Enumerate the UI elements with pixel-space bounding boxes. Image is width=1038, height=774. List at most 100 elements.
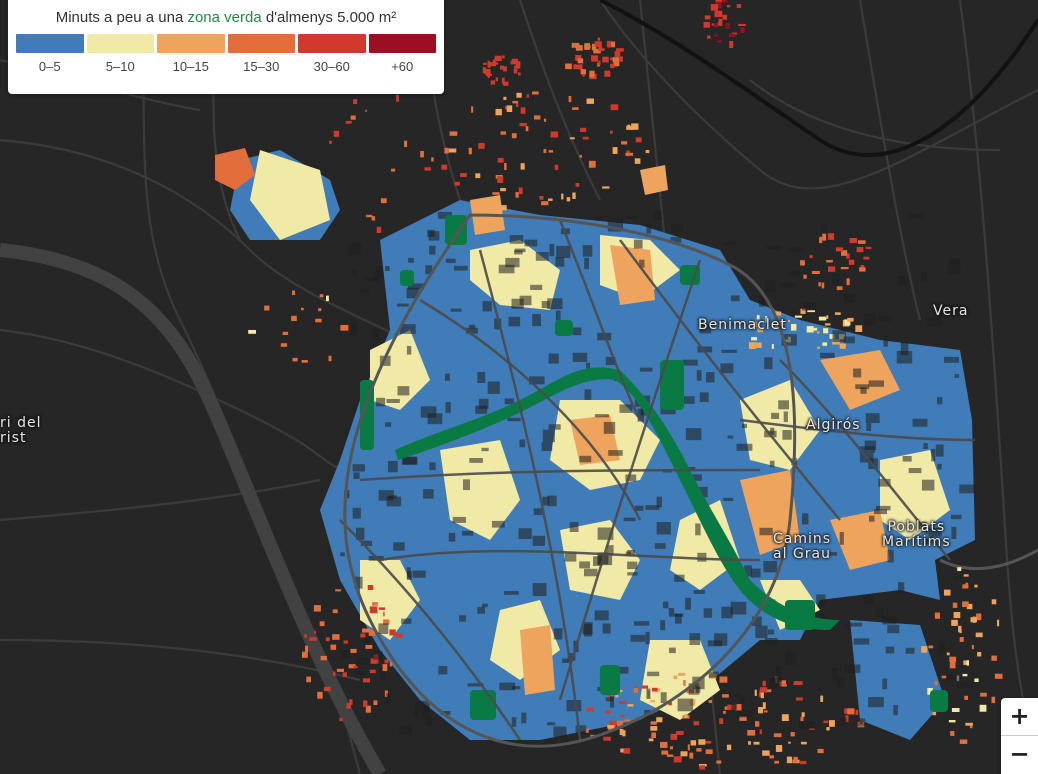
block-gap bbox=[437, 211, 452, 219]
peripheral-block bbox=[769, 755, 774, 759]
peripheral-block bbox=[959, 629, 962, 634]
peripheral-block bbox=[950, 731, 955, 736]
peripheral-block bbox=[846, 253, 850, 259]
peripheral-block bbox=[335, 589, 342, 592]
peripheral-block bbox=[484, 68, 491, 75]
block-gap bbox=[602, 623, 611, 634]
peripheral-block bbox=[580, 69, 586, 75]
peripheral-block bbox=[845, 715, 849, 723]
zone-5-10 bbox=[250, 150, 330, 240]
peripheral-block bbox=[326, 295, 329, 302]
block-gap bbox=[843, 336, 855, 344]
block-gap bbox=[885, 646, 895, 654]
peripheral-block bbox=[371, 216, 376, 221]
block-gap bbox=[605, 697, 614, 702]
zoom-out-button[interactable]: − bbox=[1001, 735, 1038, 773]
peripheral-block bbox=[544, 118, 547, 122]
zone-5-10 bbox=[370, 330, 430, 410]
peripheral-block bbox=[726, 744, 732, 751]
block-gap bbox=[469, 458, 483, 463]
peripheral-block bbox=[605, 710, 611, 714]
peripheral-block bbox=[561, 193, 564, 200]
peripheral-block bbox=[699, 765, 705, 770]
peripheral-block bbox=[786, 756, 793, 764]
block-gap bbox=[386, 693, 391, 704]
block-gap bbox=[816, 594, 826, 605]
block-gap bbox=[912, 418, 928, 427]
peripheral-block bbox=[396, 94, 399, 102]
peripheral-block bbox=[747, 730, 756, 736]
peripheral-block bbox=[504, 163, 507, 170]
block-gap bbox=[440, 711, 451, 715]
peripheral-block bbox=[826, 727, 830, 731]
peripheral-block bbox=[503, 66, 507, 72]
block-gap bbox=[627, 572, 638, 576]
block-gap bbox=[393, 542, 405, 551]
peripheral-block bbox=[610, 104, 619, 111]
peripheral-block bbox=[759, 729, 762, 735]
block-gap bbox=[505, 257, 520, 268]
peripheral-block bbox=[841, 250, 848, 256]
block-gap bbox=[731, 704, 737, 710]
peripheral-block bbox=[634, 158, 641, 164]
peripheral-block bbox=[788, 320, 790, 323]
block-gap bbox=[874, 509, 887, 515]
peripheral-block bbox=[518, 187, 523, 195]
block-gap bbox=[582, 245, 593, 257]
block-gap bbox=[769, 677, 782, 689]
zoom-in-button[interactable]: + bbox=[1009, 702, 1030, 730]
peripheral-block bbox=[801, 712, 805, 717]
block-gap bbox=[475, 405, 488, 414]
peripheral-block bbox=[704, 15, 711, 20]
peripheral-block bbox=[755, 721, 760, 727]
peripheral-block bbox=[763, 710, 768, 713]
peripheral-block bbox=[949, 661, 956, 669]
peripheral-block bbox=[957, 567, 962, 571]
peripheral-block bbox=[633, 688, 638, 693]
peripheral-block bbox=[809, 255, 813, 259]
peripheral-block bbox=[519, 123, 527, 127]
block-gap bbox=[898, 582, 905, 594]
block-gap bbox=[900, 342, 909, 355]
peripheral-block bbox=[598, 60, 601, 65]
block-gap bbox=[740, 697, 746, 704]
block-gap bbox=[724, 241, 736, 246]
block-gap bbox=[770, 677, 782, 682]
peripheral-block bbox=[828, 266, 836, 272]
block-gap bbox=[674, 574, 685, 582]
peripheral-block bbox=[627, 704, 634, 707]
peripheral-block bbox=[501, 77, 505, 84]
peripheral-block bbox=[673, 756, 682, 763]
peripheral-block bbox=[577, 58, 584, 64]
block-gap bbox=[860, 387, 867, 394]
peripheral-block bbox=[492, 192, 500, 195]
peripheral-block bbox=[516, 92, 522, 98]
peripheral-block bbox=[739, 716, 747, 721]
block-gap bbox=[660, 620, 666, 631]
block-gap bbox=[660, 692, 667, 704]
peripheral-block bbox=[727, 704, 735, 710]
block-gap bbox=[579, 455, 592, 463]
block-gap bbox=[454, 265, 468, 271]
block-gap bbox=[466, 327, 478, 334]
peripheral-block bbox=[714, 34, 718, 37]
peripheral-block bbox=[593, 48, 601, 54]
peripheral-block bbox=[818, 282, 821, 287]
block-gap bbox=[553, 726, 567, 737]
block-gap bbox=[791, 310, 796, 315]
peripheral-block bbox=[689, 752, 694, 759]
peripheral-block bbox=[801, 741, 807, 745]
block-gap bbox=[547, 495, 557, 507]
peripheral-block bbox=[597, 37, 600, 41]
peripheral-block bbox=[729, 41, 734, 48]
block-gap bbox=[547, 722, 556, 726]
block-gap bbox=[509, 235, 524, 244]
peripheral-block bbox=[612, 57, 620, 63]
block-gap bbox=[902, 456, 912, 462]
peripheral-block bbox=[541, 201, 549, 206]
block-gap bbox=[504, 591, 519, 595]
block-gap bbox=[771, 412, 780, 419]
block-gap bbox=[908, 213, 924, 219]
